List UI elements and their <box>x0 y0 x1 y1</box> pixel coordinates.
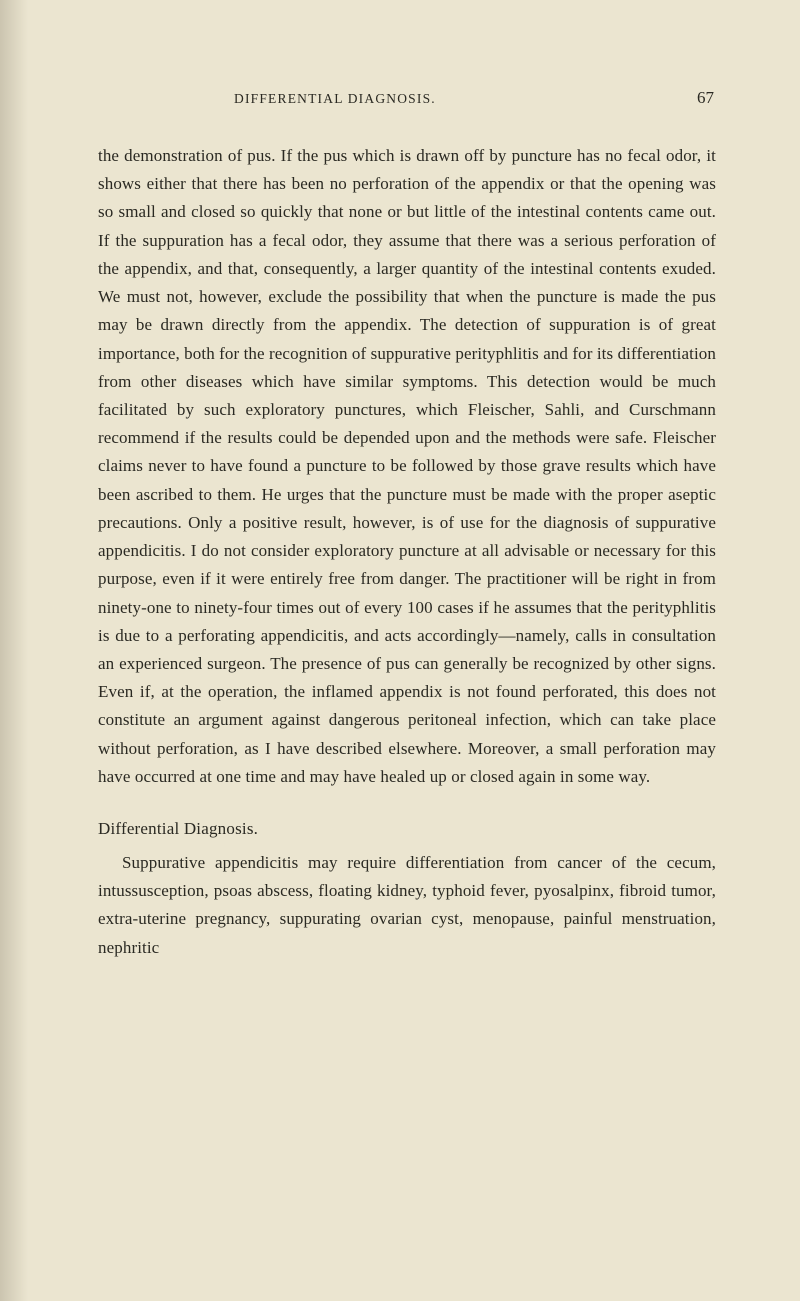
section-body-paragraph: Suppurative appendicitis may require dif… <box>98 849 716 962</box>
section-heading: Differential Diagnosis. <box>98 819 716 839</box>
page-header: DIFFERENTIAL DIAGNOSIS. 67 <box>98 88 716 108</box>
running-title: DIFFERENTIAL DIAGNOSIS. <box>234 91 436 107</box>
page-number: 67 <box>697 88 714 108</box>
document-page: DIFFERENTIAL DIAGNOSIS. 67 the demonstra… <box>0 0 800 1022</box>
body-paragraph: the demonstration of pus. If the pus whi… <box>98 142 716 791</box>
